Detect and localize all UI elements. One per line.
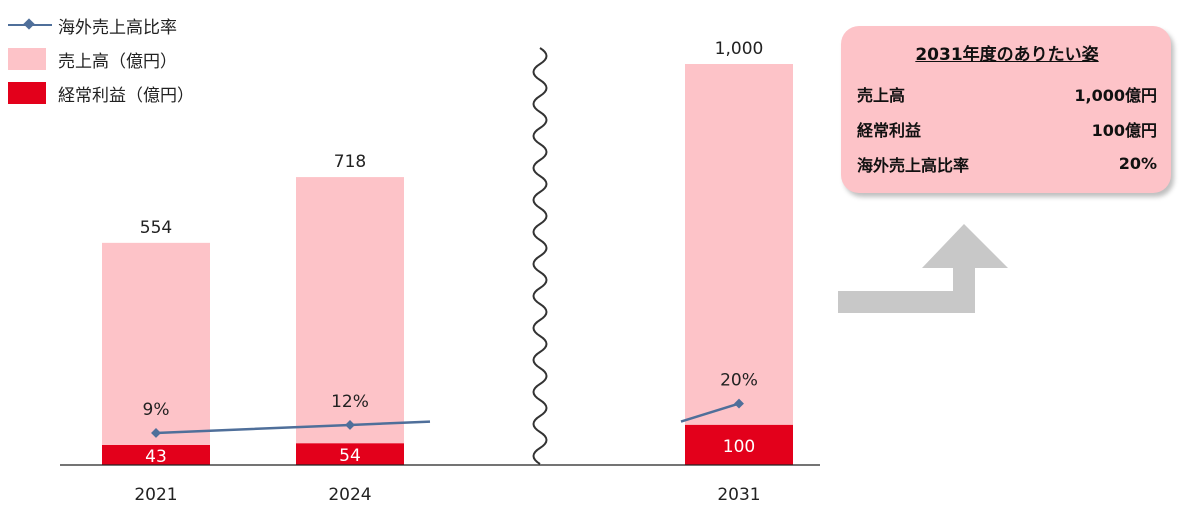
overseas-ratio-point: [151, 428, 161, 438]
x-tick-label: 2031: [717, 485, 760, 505]
trend-arrow: [838, 268, 975, 313]
profit-bar: [685, 424, 793, 465]
overseas-ratio-label: 20%: [720, 371, 758, 391]
summary-title: 2031年度のありたい姿: [915, 45, 1099, 65]
target-summary-box: 2031年度のありたい姿 売上高 1,000億円 経常利益 100億円 海外売上…: [841, 26, 1171, 193]
profit-value-label: 43: [145, 447, 167, 467]
sales-value-label: 718: [334, 152, 366, 172]
sales-bar: [296, 177, 404, 465]
overseas-ratio-point: [345, 420, 355, 430]
x-tick-label: 2024: [328, 485, 371, 505]
legend-label: 経常利益（億円）: [58, 85, 194, 106]
overseas-ratio-line: [680, 402, 740, 423]
overseas-ratio-label: 12%: [331, 392, 369, 412]
profit-bar: [296, 443, 404, 465]
legend: 海外売上高比率 売上高（億円） 経常利益（億円）: [8, 8, 194, 110]
legend-label: 売上高（億円）: [58, 51, 177, 72]
sales-value-label: 1,000: [715, 39, 764, 59]
overseas-ratio-point: [734, 398, 744, 409]
sales-bar: [685, 64, 793, 465]
profit-value-label: 100: [723, 437, 755, 457]
summary-label: 経常利益: [857, 120, 922, 140]
profit-value-label: 54: [339, 446, 361, 466]
summary-value: 1,000億円: [1074, 85, 1157, 105]
summary-value: 20%: [1118, 154, 1157, 173]
legend-item-sales: 売上高（億円）: [8, 42, 194, 76]
summary-label: 売上高: [857, 85, 906, 105]
sales-value-label: 554: [140, 218, 172, 238]
legend-item-overseas-ratio: 海外売上高比率: [8, 8, 194, 42]
legend-box-swatch: [8, 48, 46, 70]
summary-row-profit: 経常利益 100億円: [857, 111, 1157, 146]
summary-row-sales: 売上高 1,000億円: [857, 76, 1157, 111]
legend-box-swatch: [8, 82, 46, 104]
sales-bar: [102, 242, 210, 465]
overseas-ratio-label: 9%: [143, 400, 170, 420]
summary-row-overseas-ratio: 海外売上高比率 20%: [857, 146, 1157, 181]
summary-value: 100億円: [1091, 120, 1157, 140]
axis-break-mark: [532, 47, 548, 465]
trend-arrowhead: [922, 224, 1008, 268]
summary-label: 海外売上高比率: [857, 155, 970, 175]
legend-line-swatch: [8, 18, 52, 32]
profit-bar: [102, 445, 210, 465]
legend-item-ordinary-profit: 経常利益（億円）: [8, 76, 194, 110]
legend-label: 海外売上高比率: [58, 17, 177, 38]
x-tick-label: 2021: [134, 485, 177, 505]
